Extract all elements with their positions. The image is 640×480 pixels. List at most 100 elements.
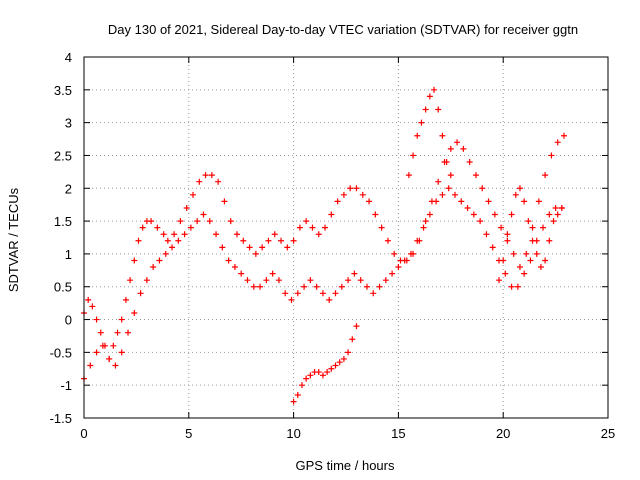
data-point [85,296,92,303]
data-point [150,264,157,271]
data-point [143,277,150,284]
data-point [290,398,297,405]
data-point [504,237,511,244]
data-point [527,257,534,264]
data-point [542,172,549,179]
data-point [435,106,442,113]
data-point [89,303,96,310]
x-tick-label: 10 [286,426,300,441]
data-point [345,277,352,284]
data-point [353,185,360,192]
data-point [263,277,270,284]
data-point [477,218,484,225]
chart-title: Day 130 of 2021, Sidereal Day-to-day VTE… [108,22,578,37]
data-point [215,178,222,185]
data-point [370,290,377,297]
data-point [156,257,163,264]
data-point [447,172,454,179]
data-point [391,250,398,257]
y-tick-label: 3 [65,116,72,131]
data-point [410,152,417,159]
data-point [137,290,144,297]
data-point [560,132,567,139]
x-axis-label: GPS time / hours [296,458,395,473]
data-point [546,211,553,218]
data-point [439,191,446,198]
data-point [332,362,339,369]
y-axis-label: SDTVAR / TECUs [6,187,21,292]
data-point [529,224,536,231]
data-point [169,244,176,251]
data-point [324,369,331,376]
data-point [313,283,320,290]
data-point [426,93,433,100]
data-point [93,349,100,356]
y-tick-label: 4 [65,50,72,65]
data-point [504,231,511,238]
data-point [405,172,412,179]
data-point [244,277,251,284]
series-trace-2 [81,185,565,382]
data-point [389,270,396,277]
data-point [271,231,278,238]
data-point [328,365,335,372]
data-point [135,237,142,244]
data-point [550,218,557,225]
data-point [208,172,215,179]
data-point [372,211,379,218]
data-point [322,224,329,231]
data-point [353,323,360,330]
y-tick-label: 0 [65,313,72,328]
data-point [118,316,125,323]
data-point [489,244,496,251]
data-point [319,372,326,379]
x-tick-label: 0 [80,426,87,441]
data-point [202,172,209,179]
data-point [194,218,201,225]
y-axis: -1.5 -1 -0.5 0 0.5 1 1.5 2 2.5 3 3.5 4 [50,50,608,426]
data-point [502,270,509,277]
data-point [347,185,354,192]
data-point [542,257,549,264]
data-point [508,211,515,218]
data-point [181,231,188,238]
data-points [81,86,567,405]
data-point [447,145,454,152]
data-point [309,224,316,231]
data-point [221,198,228,205]
data-point [294,392,301,399]
data-point [319,290,326,297]
data-point [418,119,425,126]
data-point [366,198,373,205]
y-tick-label: 3.5 [54,83,72,98]
data-point [500,257,507,264]
data-point [496,277,503,284]
data-point [443,159,450,166]
data-point [533,250,540,257]
data-point [332,290,339,297]
data-point [464,204,471,211]
data-point [516,185,523,192]
data-point [521,198,528,205]
data-point [401,257,408,264]
data-point [164,237,171,244]
data-point [160,231,167,238]
data-point [315,231,322,238]
data-point [131,257,138,264]
x-tick-label: 25 [601,426,615,441]
data-point [269,270,276,277]
data-point [93,316,100,323]
y-tick-label: 1.5 [54,214,72,229]
data-point [227,218,234,225]
series-trace-4 [405,86,454,179]
data-point [303,218,310,225]
data-point [175,237,182,244]
y-tick-label: -1 [60,378,72,393]
data-point [284,244,291,251]
data-point [552,204,559,211]
data-point [87,362,94,369]
data-point [510,250,517,257]
data-point [426,211,433,218]
y-tick-label: 1 [65,247,72,262]
